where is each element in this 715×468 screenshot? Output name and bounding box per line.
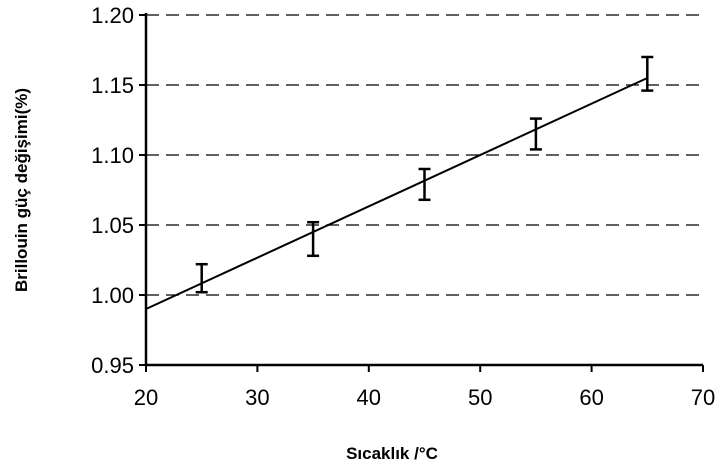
y-tick-label-4: 1.15 [91, 73, 134, 98]
y-tick-label-3: 1.10 [91, 143, 134, 168]
x-tick-label-4: 60 [579, 385, 603, 410]
y-axis-title: Brillouin güç değişimi(%) [12, 88, 31, 292]
grid-lines [146, 14, 703, 296]
data-point-2 [418, 167, 431, 202]
y-tick-label-2: 1.05 [91, 213, 134, 238]
data-point-4 [641, 55, 654, 92]
data-point-0 [195, 262, 208, 294]
y-tick-label-1: 1.00 [91, 283, 134, 308]
x-tick-label-0: 20 [134, 385, 158, 410]
trendline [145, 77, 648, 310]
x-axis-title: Sıcaklık /°C [346, 444, 438, 463]
data-point-3 [529, 117, 542, 151]
x-tick-label-3: 50 [468, 385, 492, 410]
ticks: 0.95 1.00 1.05 1.10 1.15 1.20 20 30 40 50 60 70 [91, 3, 715, 410]
trendline-group [145, 77, 648, 310]
y-tick-label-0: 0.95 [91, 353, 134, 378]
x-tick-label-2: 40 [357, 385, 381, 410]
data-point-1 [307, 220, 320, 258]
axes [144, 13, 703, 367]
data-points [195, 55, 654, 294]
x-tick-label-1: 30 [245, 385, 269, 410]
y-tick-label-5: 1.20 [91, 3, 134, 28]
x-tick-label-5: 70 [691, 385, 715, 410]
